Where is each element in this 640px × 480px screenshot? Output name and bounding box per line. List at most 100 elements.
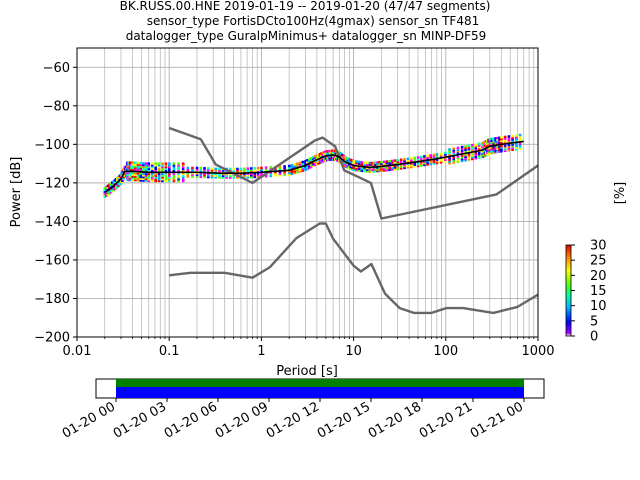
density-cell bbox=[352, 165, 355, 168]
density-cell bbox=[318, 158, 322, 161]
density-cell bbox=[321, 158, 325, 161]
density-cell bbox=[142, 179, 145, 182]
density-cell bbox=[500, 144, 503, 148]
density-cell bbox=[157, 178, 161, 181]
density-cell bbox=[154, 164, 157, 167]
density-cell bbox=[154, 178, 157, 181]
density-cell bbox=[471, 154, 474, 157]
density-cell bbox=[321, 160, 325, 163]
density-cell bbox=[500, 150, 503, 153]
density-cell bbox=[396, 164, 399, 167]
density-cell bbox=[278, 165, 282, 168]
density-cell bbox=[293, 170, 296, 173]
density-cell bbox=[515, 146, 518, 149]
density-cell bbox=[452, 150, 456, 154]
density-cell bbox=[308, 158, 311, 161]
density-cell bbox=[260, 171, 263, 175]
density-cell bbox=[507, 149, 511, 152]
density-cell bbox=[393, 164, 397, 167]
density-cell bbox=[168, 169, 171, 172]
density-cell bbox=[206, 167, 210, 170]
density-cell bbox=[368, 170, 372, 173]
density-cell bbox=[432, 160, 436, 164]
density-cell bbox=[393, 159, 397, 162]
density-cell bbox=[500, 137, 503, 141]
density-cell bbox=[426, 163, 429, 166]
density-cell bbox=[444, 156, 447, 160]
density-cell bbox=[346, 166, 350, 169]
density-cell bbox=[274, 169, 277, 172]
density-cell bbox=[318, 161, 322, 164]
density-cell bbox=[243, 167, 246, 170]
density-cell bbox=[150, 178, 154, 181]
density-cell bbox=[380, 167, 383, 171]
density-cell bbox=[177, 178, 180, 181]
density-cell bbox=[298, 170, 302, 173]
density-cell bbox=[500, 139, 503, 143]
density-cell bbox=[374, 166, 377, 170]
density-cell bbox=[147, 179, 151, 183]
density-cell bbox=[452, 147, 456, 150]
density-cell bbox=[296, 162, 299, 165]
density-cell bbox=[452, 156, 456, 159]
colorbar-tick-label: 25 bbox=[590, 254, 607, 269]
density-cell bbox=[396, 165, 399, 169]
density-cell bbox=[150, 174, 154, 177]
density-cell bbox=[372, 163, 376, 166]
density-cell bbox=[399, 165, 403, 168]
density-cell bbox=[199, 166, 203, 170]
density-cell bbox=[131, 163, 134, 166]
density-cell bbox=[474, 153, 478, 157]
density-cell bbox=[210, 174, 214, 177]
density-cell bbox=[218, 172, 221, 176]
density-cell bbox=[355, 162, 358, 165]
density-cell bbox=[103, 192, 107, 195]
density-cell bbox=[318, 152, 322, 156]
density-cell bbox=[372, 166, 376, 170]
density-cell bbox=[396, 162, 399, 165]
density-cell bbox=[444, 160, 447, 163]
density-cell bbox=[161, 162, 164, 165]
density-cell bbox=[352, 159, 355, 163]
density-cell bbox=[343, 157, 347, 161]
density-cell bbox=[221, 176, 225, 179]
density-cell bbox=[283, 168, 286, 171]
density-cell bbox=[191, 173, 194, 177]
density-cell bbox=[518, 138, 522, 142]
density-cell bbox=[214, 176, 218, 179]
title-line-3: datalogger_type GuralpMinimus+ datalogge… bbox=[126, 29, 487, 43]
density-cell bbox=[349, 158, 353, 162]
density-cell bbox=[368, 167, 372, 170]
density-cell bbox=[467, 149, 471, 153]
density-cell bbox=[390, 159, 394, 163]
density-cell bbox=[136, 172, 140, 175]
density-cell bbox=[147, 162, 151, 165]
density-cell bbox=[139, 167, 143, 170]
density-cell bbox=[144, 165, 148, 169]
density-cell bbox=[290, 165, 294, 169]
density-cell bbox=[108, 190, 111, 193]
plot-frame bbox=[76, 47, 539, 338]
density-cell bbox=[344, 165, 348, 168]
density-cell bbox=[131, 178, 134, 182]
density-cell bbox=[460, 151, 464, 154]
density-cell bbox=[256, 173, 260, 177]
density-cell bbox=[374, 164, 377, 168]
density-cell bbox=[199, 173, 203, 177]
density-cell bbox=[103, 188, 107, 192]
density-cell bbox=[147, 167, 151, 171]
density-cell bbox=[256, 168, 260, 172]
density-cell bbox=[108, 192, 111, 195]
density-cell bbox=[157, 176, 161, 179]
density-cell bbox=[419, 157, 423, 160]
density-cell bbox=[370, 163, 374, 166]
density-cell bbox=[488, 141, 492, 144]
density-cell bbox=[494, 147, 497, 150]
density-cell bbox=[218, 174, 221, 178]
timeline-tick-label: 01-20 15 bbox=[315, 399, 373, 441]
density-cell bbox=[298, 163, 302, 166]
density-cell bbox=[410, 160, 413, 163]
density-cell bbox=[350, 159, 354, 162]
